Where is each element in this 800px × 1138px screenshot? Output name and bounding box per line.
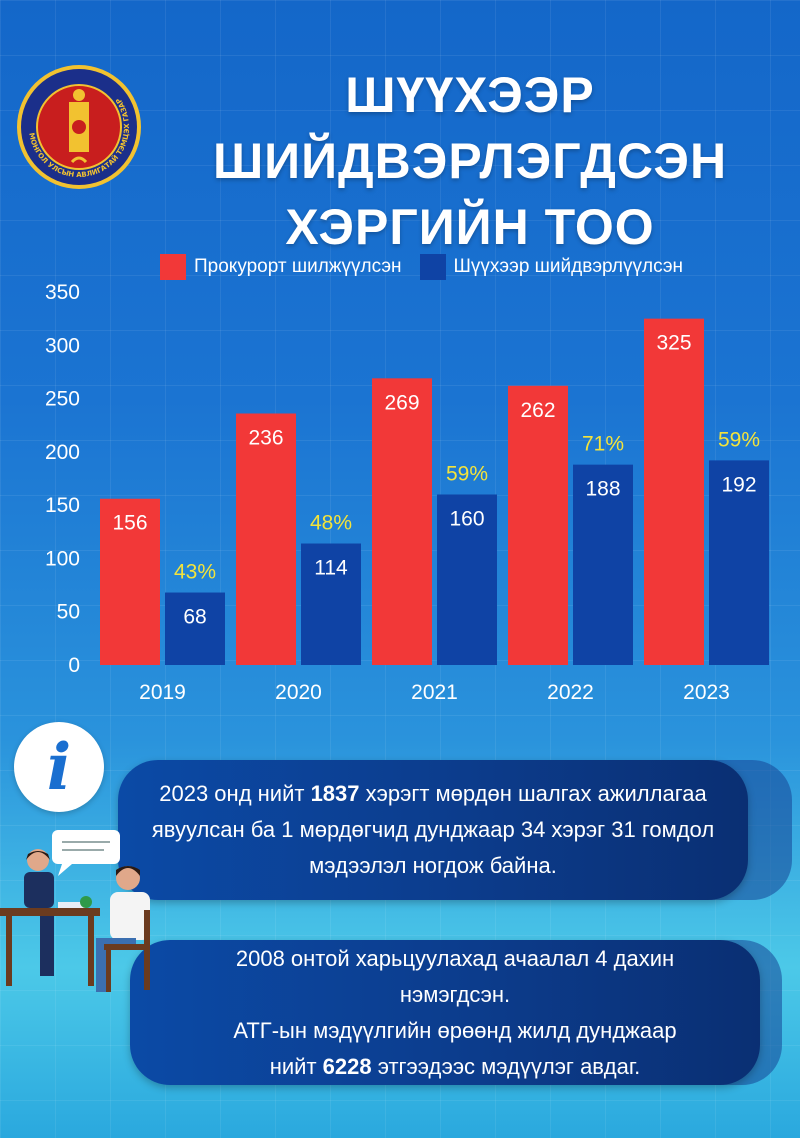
title-line-2: ХЭРГИЙН ТОО	[285, 199, 655, 255]
bar-court	[301, 543, 361, 665]
bar-prosecutor	[372, 378, 432, 665]
info-panel-1: 2023 онд нийт 1837 хэрэгт мөрдөн шалгах …	[118, 760, 748, 900]
percentage-annotation: 71%	[582, 433, 624, 456]
chart-legend: Прокурорт шилжүүлсэн Шүүхээр шийдвэрлүүл…	[160, 252, 701, 282]
bar-prosecutor	[644, 318, 704, 665]
y-tick-label: 100	[45, 547, 80, 570]
x-tick-label: 2021	[411, 681, 458, 704]
percentage-annotation: 43%	[174, 561, 216, 584]
percentage-annotation: 48%	[310, 512, 352, 535]
y-tick-label: 300	[45, 334, 80, 357]
y-tick-label: 0	[68, 654, 80, 677]
bar-court	[437, 494, 497, 665]
data-label-court: 188	[585, 478, 620, 501]
legend-item-prosecutor: Прокурорт шилжүүлсэн	[160, 254, 402, 280]
info2-line3: нийт 6228 этгээдээс мэдүүлэг авдаг.	[269, 1053, 641, 1079]
info1-line3: мэдээлэл ногдож байна.	[309, 853, 557, 878]
agency-logo: МОНГОЛ УЛСЫН АВЛИГАТАЙ ТЭМЦЭХ ГАЗАР	[17, 65, 141, 189]
data-label-court: 160	[449, 507, 484, 530]
data-label-prosecutor: 236	[248, 426, 283, 449]
title-line-1: ШҮҮХЭЭР ШИЙДВЭРЛЭГДСЭН	[212, 67, 728, 189]
info2-line2: АТГ-ын мэдүүлгийн өрөөнд жилд дунджаар	[233, 1017, 677, 1043]
legend-label-court: Шүүхээр шийдвэрлүүлсэн	[453, 256, 683, 277]
bar-court	[165, 592, 225, 665]
data-label-prosecutor: 325	[656, 332, 691, 355]
data-label-court: 192	[721, 473, 756, 496]
x-tick-label: 2022	[547, 681, 594, 704]
officer-head	[27, 849, 49, 871]
info-icon: i	[14, 722, 104, 812]
data-label-prosecutor: 269	[384, 391, 419, 414]
percentage-annotation: 59%	[718, 428, 760, 451]
visitor-chair	[104, 944, 150, 950]
desk	[0, 908, 100, 916]
data-label-prosecutor: 156	[112, 512, 147, 535]
info-panel-2: 2008 онтой харьцуулахад ачаалал 4 дахин …	[130, 940, 760, 1085]
visitor-head	[116, 866, 140, 890]
bar-court	[709, 460, 769, 665]
speech-bubble	[52, 830, 120, 864]
legend-swatch-red	[160, 254, 186, 280]
data-label-court: 114	[314, 557, 348, 580]
info1-line1: 2023 онд нийт 1837 хэрэгт мөрдөн шалгах …	[159, 781, 707, 806]
legend-swatch-blue	[419, 254, 446, 280]
info2-line1: 2008 онтой харьцуулахад ачаалал 4 дахин …	[235, 945, 675, 1007]
y-tick-label: 50	[57, 601, 80, 624]
y-tick-label: 350	[45, 281, 80, 304]
info1-line2: явуулсан ба 1 мөрдөгчид дунджаар 34 хэрэ…	[151, 817, 715, 842]
x-tick-label: 2019	[139, 681, 186, 704]
bar-prosecutor	[100, 498, 160, 665]
y-tick-label: 200	[45, 441, 80, 464]
data-label-court: 68	[183, 606, 206, 629]
x-tick-label: 2023	[683, 681, 730, 704]
legend-item-court: Шүүхээр шийдвэрлүүлсэн	[419, 254, 683, 280]
officer-body	[24, 872, 54, 908]
bar-prosecutor	[236, 413, 296, 665]
bar-prosecutor	[508, 385, 568, 665]
bar-chart: 0 50 100 150 200 250 300 350 156 68 43% 2019 236 114 4…	[45, 281, 769, 704]
percentage-annotation: 59%	[446, 462, 488, 485]
data-label-prosecutor: 262	[520, 399, 555, 422]
legend-label-prosecutor: Прокурорт шилжүүлсэн	[194, 256, 402, 277]
y-tick-label: 250	[45, 388, 80, 411]
page-title: ШҮҮХЭЭР ШИЙДВЭРЛЭГДСЭН ХЭРГИЙН ТОО	[150, 62, 790, 260]
y-tick-label: 150	[45, 494, 80, 517]
bar-court	[573, 464, 633, 665]
x-tick-label: 2020	[275, 681, 322, 704]
visitor-body	[110, 892, 150, 940]
interview-illustration	[0, 830, 150, 992]
